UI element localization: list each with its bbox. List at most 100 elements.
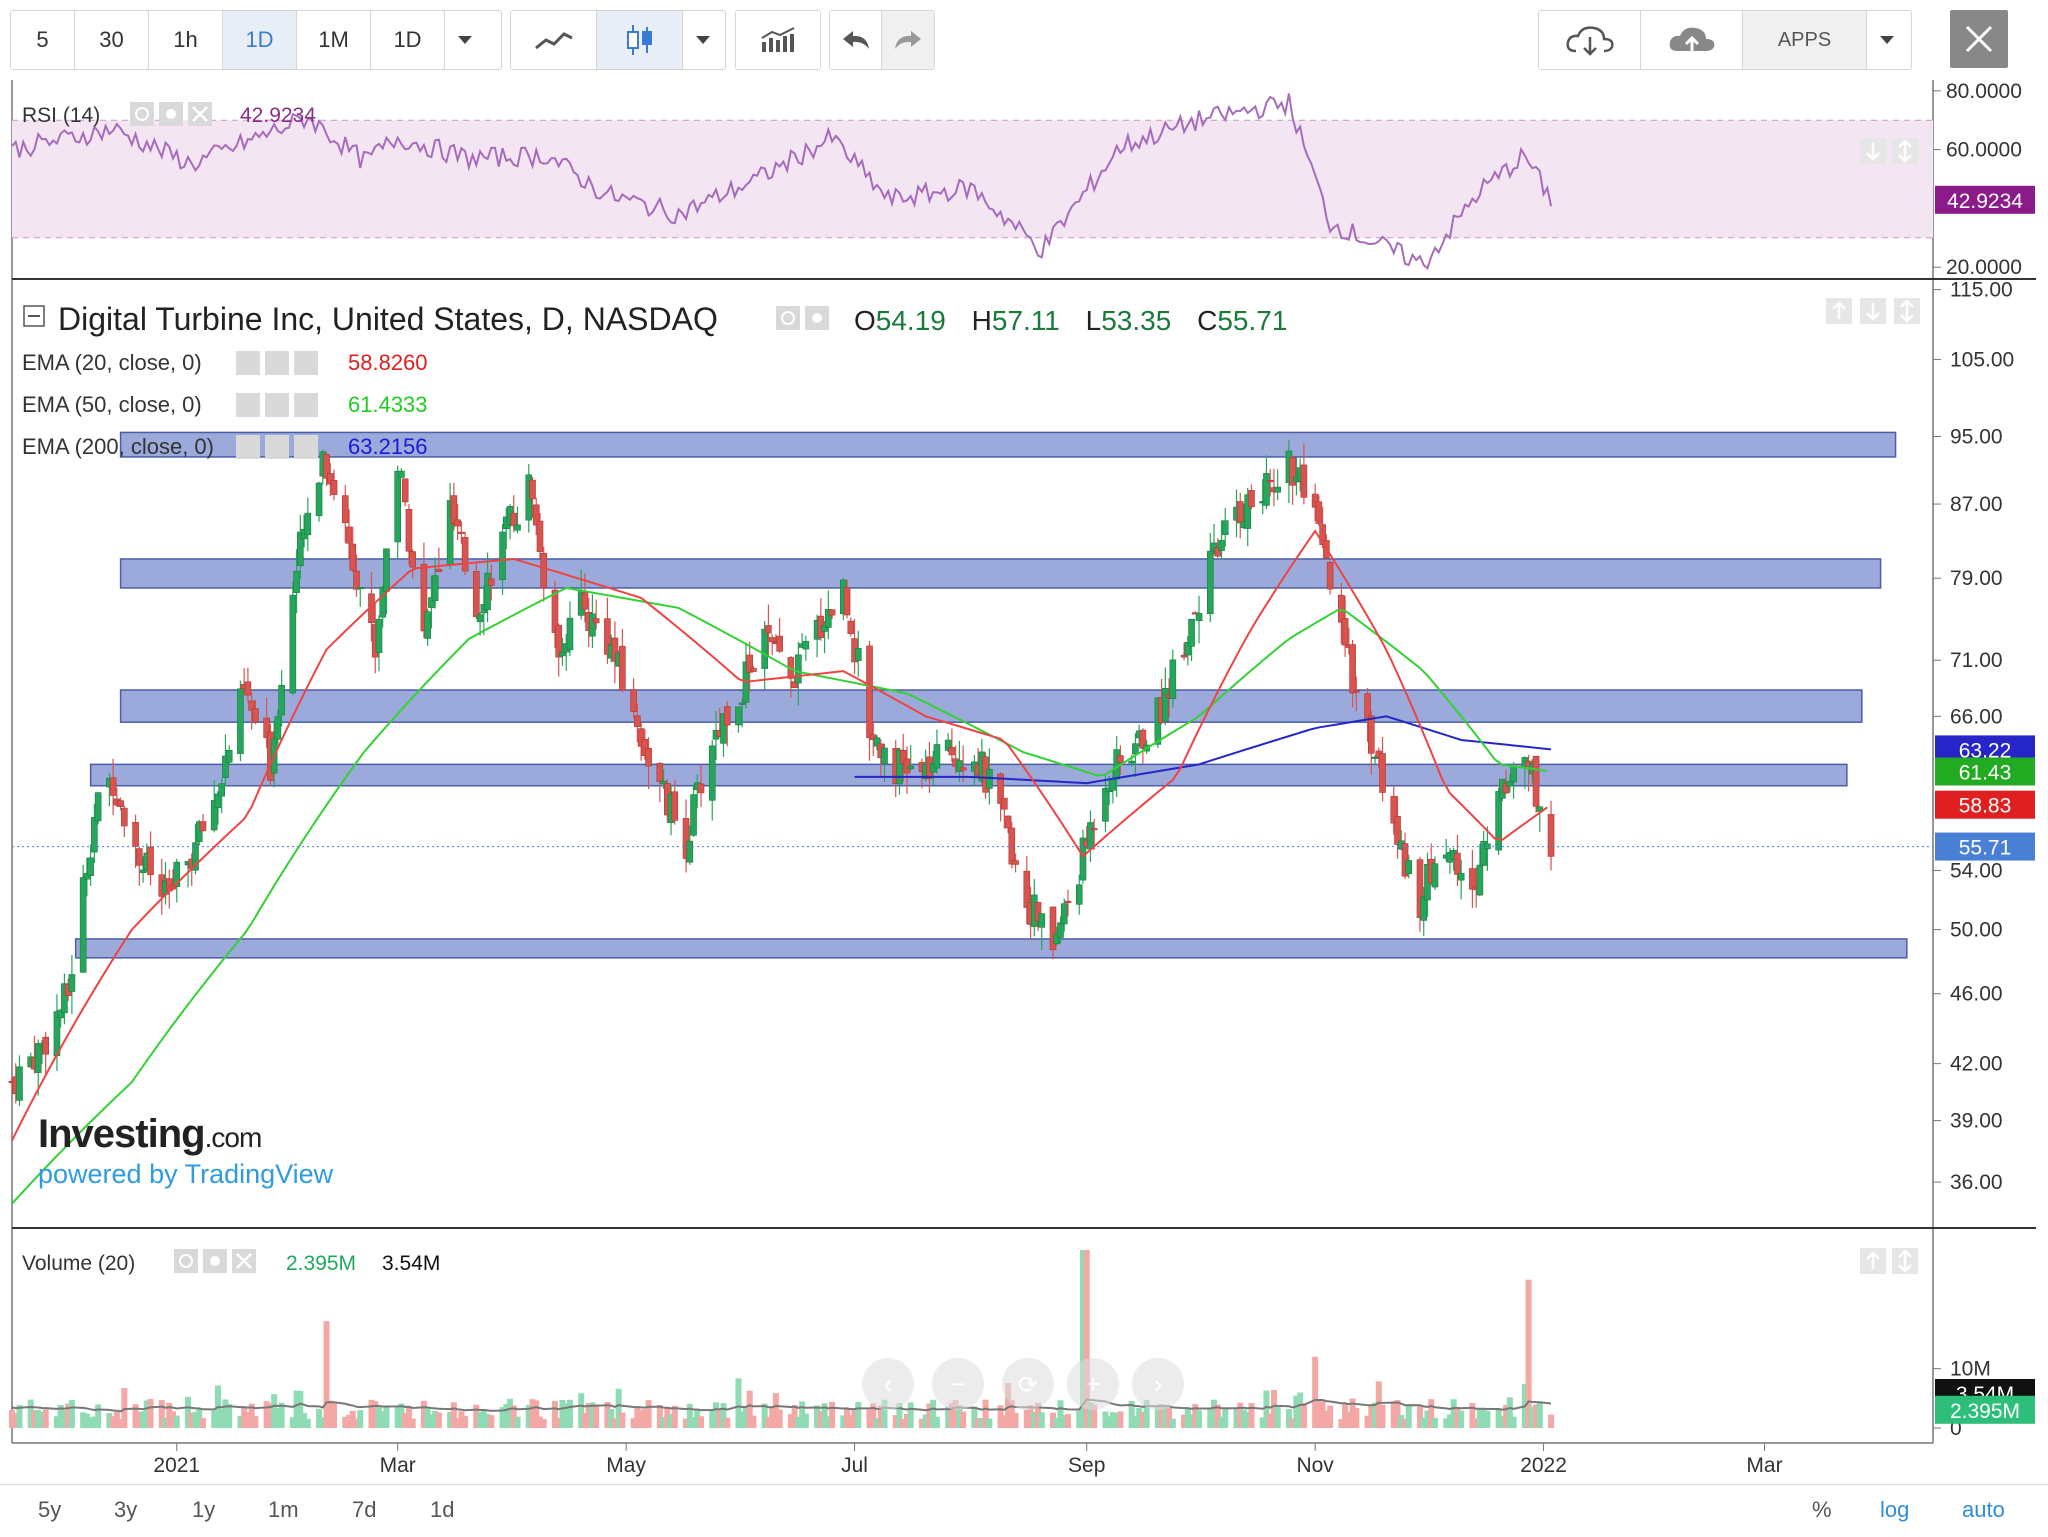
gear-icon[interactable]	[265, 351, 289, 375]
rsi-pane-controls	[1860, 138, 1918, 164]
volume-bar	[1274, 1406, 1281, 1428]
volume-bar	[244, 1412, 251, 1428]
eye-icon[interactable]	[236, 351, 260, 375]
gear-icon[interactable]	[265, 393, 289, 417]
apps-dropdown[interactable]	[1867, 11, 1907, 69]
percent-scale-toggle[interactable]: %	[1812, 1497, 1832, 1522]
candle-body	[379, 587, 387, 618]
volume-bar	[349, 1410, 356, 1428]
rsi-axis-label: 80.0000	[1946, 80, 2022, 103]
chart-canvas[interactable]: 80.0000 60.0000 20.0000 115.00 105.00 95.00 8…	[0, 0, 2048, 1484]
volume-bar	[424, 1408, 431, 1428]
volume-bar	[143, 1400, 150, 1428]
volume-bar	[1499, 1415, 1506, 1428]
close-icon[interactable]	[294, 435, 318, 459]
scroll-right-button[interactable]	[1132, 1358, 1184, 1410]
candle-body	[383, 548, 390, 592]
eye-icon[interactable]	[236, 393, 260, 417]
volume-bar	[1476, 1408, 1483, 1428]
price-badge	[1935, 757, 2035, 786]
candle-body	[173, 861, 181, 887]
volume-bar	[1349, 1398, 1356, 1428]
volume-bar	[1008, 1399, 1015, 1428]
log-scale-toggle[interactable]: log	[1880, 1497, 1910, 1522]
chart-style-dropdown[interactable]	[683, 11, 723, 69]
eye-icon[interactable]	[174, 1249, 198, 1273]
interval-1d-menu[interactable]: 1D	[371, 11, 445, 69]
volume-bar	[462, 1416, 469, 1428]
interval-5[interactable]: 5	[11, 11, 75, 69]
expand-icon	[1898, 1249, 1912, 1273]
candle-body	[87, 857, 94, 876]
zoom-controls: ‹ − ⟳ + ›	[862, 1358, 1184, 1410]
candle-body	[195, 821, 203, 842]
redo-button[interactable]	[882, 11, 934, 69]
volume-bar	[559, 1399, 566, 1428]
volume-bar	[342, 1416, 349, 1428]
volume-bar	[1218, 1416, 1225, 1428]
cloud-save-button[interactable]	[1641, 11, 1743, 69]
reset-button[interactable]	[1002, 1358, 1054, 1410]
candle-body	[1510, 765, 1517, 783]
undo-button[interactable]	[830, 11, 882, 69]
candle-body	[405, 508, 413, 552]
zoom-in-button[interactable]	[1067, 1358, 1119, 1410]
interval-30[interactable]: 30	[75, 11, 149, 69]
range-1d[interactable]: 1d	[430, 1497, 455, 1522]
candle-body	[424, 611, 431, 639]
gear-icon[interactable]	[265, 435, 289, 459]
volume-bar	[585, 1403, 592, 1428]
candle-style-button[interactable]	[597, 11, 683, 69]
candle-body	[671, 791, 679, 821]
volume-bar	[27, 1399, 34, 1428]
line-style-button[interactable]	[511, 11, 597, 69]
candle-body	[147, 846, 154, 875]
close-icon[interactable]	[294, 393, 318, 417]
interval-1m[interactable]: 1M	[297, 11, 371, 69]
range-5y[interactable]: 5y	[38, 1497, 62, 1522]
volume-bar	[450, 1402, 457, 1428]
candle-body	[1502, 783, 1510, 794]
range-3y[interactable]: 3y	[114, 1497, 138, 1522]
auto-scale-toggle[interactable]: auto	[1962, 1497, 2005, 1522]
volume-bar	[604, 1401, 611, 1428]
close-button[interactable]	[1950, 10, 2008, 68]
volume-bar	[1379, 1404, 1386, 1428]
arrow-up-icon	[1866, 1251, 1880, 1269]
logo-text: Investing	[38, 1112, 206, 1156]
eye-icon[interactable]	[130, 102, 154, 126]
candle-body	[192, 842, 199, 871]
scroll-left-button[interactable]	[862, 1358, 914, 1410]
volume-bar	[1454, 1407, 1461, 1428]
volume-panel	[9, 1250, 1555, 1428]
close-icon[interactable]	[294, 351, 318, 375]
candle-body	[1214, 547, 1222, 557]
volume-bar	[660, 1416, 667, 1428]
candle-body	[330, 480, 338, 495]
volume-bar	[529, 1399, 536, 1428]
candle-body	[274, 716, 282, 740]
interval-dropdown[interactable]	[445, 11, 485, 69]
range-7d[interactable]: 7d	[352, 1497, 377, 1522]
volume-bar	[1364, 1415, 1371, 1428]
cloud-apps-group: APPS	[1538, 10, 1912, 70]
candles	[8, 439, 1555, 1106]
volume-bar	[95, 1404, 102, 1428]
range-1m[interactable]: 1m	[268, 1497, 299, 1522]
apps-button[interactable]: APPS	[1743, 11, 1867, 69]
volume-bar	[1233, 1408, 1240, 1428]
eye-icon[interactable]	[236, 435, 260, 459]
cloud-load-button[interactable]	[1539, 11, 1641, 69]
volume-bar	[1128, 1400, 1135, 1428]
indicators-button[interactable]	[736, 11, 820, 69]
candle-body	[566, 617, 574, 651]
interval-1d[interactable]: 1D	[223, 11, 297, 69]
candle-body	[619, 645, 626, 691]
range-1y[interactable]: 1y	[192, 1497, 216, 1522]
eye-icon[interactable]	[776, 306, 800, 330]
time-axis[interactable]: 2021 Mar May Jul Sep Nov 2022 Mar	[153, 1443, 1783, 1477]
interval-1h[interactable]: 1h	[149, 11, 223, 69]
zoom-out-button[interactable]	[932, 1358, 984, 1410]
volume-bar	[1162, 1406, 1169, 1428]
volume-bar	[1270, 1389, 1277, 1428]
